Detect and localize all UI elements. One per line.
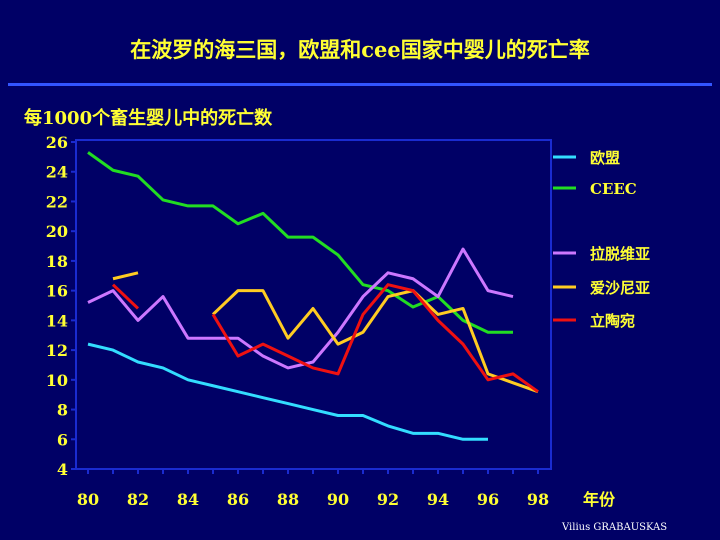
title-divider xyxy=(8,83,712,86)
y-tick-label: 16 xyxy=(46,282,68,301)
y-axis-label: 每1000个畜生婴儿中的死亡数 xyxy=(24,108,273,129)
y-tick-label: 14 xyxy=(46,311,68,330)
y-tick-label: 20 xyxy=(46,222,68,241)
author-credit: Vilius GRABAUSKAS xyxy=(562,522,668,533)
y-tick-label: 26 xyxy=(46,133,68,152)
x-tick-label: 80 xyxy=(77,490,99,509)
legend-label: 立陶宛 xyxy=(590,312,635,330)
legend-label: 拉脱维亚 xyxy=(590,245,650,263)
x-tick-label: 98 xyxy=(527,490,549,509)
x-tick-label: 96 xyxy=(477,490,499,509)
chart-title: 在波罗的海三国，欧盟和cee国家中婴儿的死亡率 xyxy=(130,37,590,62)
series-line-4 xyxy=(211,283,539,393)
series-line-4 xyxy=(111,283,140,310)
series-line-2 xyxy=(87,247,514,370)
y-tick-label: 18 xyxy=(46,252,68,271)
series-line-1 xyxy=(87,151,513,334)
y-tick-label: 24 xyxy=(46,163,68,182)
series-line-0 xyxy=(87,342,488,441)
y-tick-label: 6 xyxy=(57,430,68,449)
series-line-3 xyxy=(211,289,539,394)
y-tick-label: 4 xyxy=(57,460,68,479)
legend-label: 爱沙尼亚 xyxy=(590,279,650,297)
x-tick-label: 92 xyxy=(377,490,399,509)
series-line-3 xyxy=(112,271,139,281)
y-tick-label: 10 xyxy=(46,371,68,390)
legend-label: 欧盟 xyxy=(590,149,620,167)
y-tick-label: 8 xyxy=(57,401,68,420)
x-tick-label: 88 xyxy=(277,490,299,509)
x-tick-label: 84 xyxy=(177,490,199,509)
y-tick-label: 22 xyxy=(46,192,68,211)
x-tick-label: 82 xyxy=(127,490,149,509)
legend-label: CEEC xyxy=(590,180,637,198)
x-tick-label: 94 xyxy=(427,490,449,509)
plot-frame xyxy=(75,139,552,470)
x-axis-label: 年份 xyxy=(583,490,616,509)
y-tick-label: 12 xyxy=(46,341,68,360)
x-tick-label: 86 xyxy=(227,490,249,509)
x-tick-label: 90 xyxy=(327,490,349,509)
